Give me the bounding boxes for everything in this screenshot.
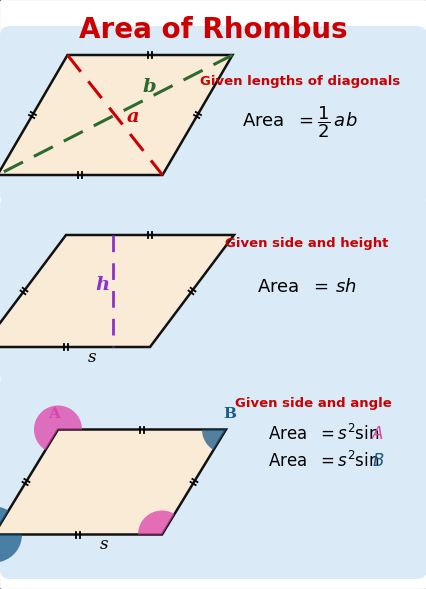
FancyBboxPatch shape xyxy=(0,196,426,384)
Text: h: h xyxy=(95,276,109,294)
Text: Area  $= s^2 \sin\,$: Area $= s^2 \sin\,$ xyxy=(268,451,378,471)
Text: Area  $=\dfrac{1}{2}\,\mathit{ab}$: Area $=\dfrac{1}{2}\,\mathit{ab}$ xyxy=(242,104,357,140)
Text: Area  $=\,s\mathit{h}$: Area $=\,s\mathit{h}$ xyxy=(256,278,356,296)
Text: b: b xyxy=(142,78,155,96)
Text: B: B xyxy=(223,406,236,421)
Text: s: s xyxy=(88,349,96,366)
Text: Given side and angle: Given side and angle xyxy=(234,398,391,411)
Text: $\mathit{B}$: $\mathit{B}$ xyxy=(371,452,383,470)
Wedge shape xyxy=(0,507,22,562)
FancyBboxPatch shape xyxy=(0,26,426,204)
Polygon shape xyxy=(0,429,225,534)
Text: s: s xyxy=(100,536,108,553)
Wedge shape xyxy=(138,511,174,534)
Text: Given side and height: Given side and height xyxy=(225,237,388,250)
Text: $\mathit{A}$: $\mathit{A}$ xyxy=(371,425,384,443)
Wedge shape xyxy=(201,429,225,450)
FancyBboxPatch shape xyxy=(0,374,426,579)
Text: A: A xyxy=(48,406,60,421)
Text: Area of Rhombus: Area of Rhombus xyxy=(78,16,346,44)
Polygon shape xyxy=(0,235,233,347)
Text: a: a xyxy=(127,108,139,126)
Text: Given lengths of diagonals: Given lengths of diagonals xyxy=(199,74,399,88)
Wedge shape xyxy=(34,405,82,450)
Polygon shape xyxy=(0,55,232,175)
Text: Area  $= s^2 \sin\,$: Area $= s^2 \sin\,$ xyxy=(268,424,378,444)
